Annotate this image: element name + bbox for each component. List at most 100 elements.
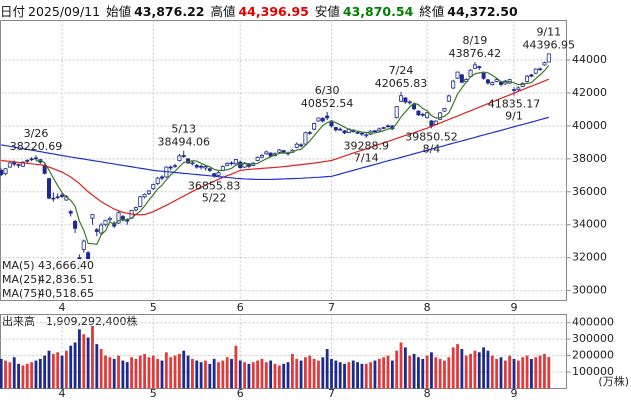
volume-bar <box>64 350 68 389</box>
candle-body <box>25 160 30 162</box>
volume-bar <box>495 358 499 389</box>
candle-body <box>451 80 456 89</box>
candle-body <box>516 87 521 91</box>
x-tick-label: 9 <box>511 387 518 400</box>
volume-bar <box>156 358 160 389</box>
candle-body <box>355 132 360 134</box>
annotation-date: 5/13 <box>171 123 196 136</box>
candle-body <box>155 177 160 184</box>
volume-bar <box>525 355 529 389</box>
volume-bar <box>486 350 490 389</box>
candle-body <box>546 53 551 63</box>
volume-bar <box>386 355 390 389</box>
candle-body <box>142 194 147 198</box>
volume-bar <box>395 350 399 389</box>
volume-bar <box>312 358 316 389</box>
volume-bar <box>204 360 207 389</box>
candle-body <box>294 143 299 148</box>
candle-body <box>438 112 443 120</box>
volume-bar <box>469 353 472 389</box>
candle-body <box>472 64 477 69</box>
volume-bar <box>125 362 129 389</box>
volume-bar <box>516 360 520 389</box>
annotation-date: 9/1 <box>505 110 523 123</box>
x-tick-label: 7 <box>328 387 335 400</box>
candle-body <box>403 97 408 103</box>
header-value: 2025/09/11 <box>28 3 101 19</box>
candle-body <box>377 128 382 132</box>
candle-body <box>455 71 460 79</box>
volume-bar <box>82 334 86 389</box>
candle-body <box>385 125 390 128</box>
volume-bar <box>243 362 246 389</box>
header-value: 44,372.50 <box>447 3 518 19</box>
candle-body <box>7 162 12 168</box>
volume-bar <box>169 357 173 389</box>
candle-body <box>199 165 204 168</box>
y-tick-label: 38000 <box>572 152 607 165</box>
volume-bar <box>143 353 147 389</box>
volume-bar <box>295 358 299 389</box>
x-tick-label: 5 <box>150 387 157 400</box>
candle-body <box>281 150 286 153</box>
candle-body <box>364 134 369 137</box>
candle-body <box>442 108 447 112</box>
candle-body <box>255 156 260 161</box>
header-label: 日付 <box>0 3 26 19</box>
volume-bar <box>499 357 503 389</box>
legend-name: MA(75) <box>2 287 42 300</box>
volume-bar <box>25 363 29 389</box>
candle-body <box>20 161 25 167</box>
volume-bar <box>373 360 377 389</box>
volume-bar <box>17 363 20 389</box>
volume-bar <box>130 357 133 389</box>
volume-bar <box>73 342 77 389</box>
volume-bar <box>490 355 494 389</box>
legend: MA(5) 43,666.40MA(25)42,836.51MA(75)40,51… <box>1 259 96 300</box>
volume-bar <box>234 345 238 389</box>
candle-body <box>316 117 321 122</box>
volume-bar <box>360 363 364 389</box>
candle-body <box>60 194 65 197</box>
volume-bar <box>503 360 507 389</box>
volume-bar <box>412 353 416 389</box>
annotation-date: 8/19 <box>463 34 488 47</box>
volume-bar <box>482 347 486 389</box>
candle-body <box>90 214 95 219</box>
candle-body <box>68 211 73 214</box>
volume-bar <box>38 358 42 389</box>
candle-body <box>416 110 421 116</box>
volume-bar <box>30 362 34 389</box>
x-tick-label: 9 <box>511 301 518 314</box>
volume-bar <box>425 355 429 389</box>
header-item: 高値 44,396.95 <box>210 1 308 20</box>
candle-body <box>525 75 530 82</box>
candle-body <box>490 82 495 86</box>
ma-line <box>1 116 549 181</box>
volume-bar <box>417 357 420 389</box>
annotation-date: 8/4 <box>423 142 441 155</box>
candle-body <box>494 79 499 82</box>
volume-bar <box>508 355 512 389</box>
volume-bar <box>177 353 181 389</box>
volume-bar <box>221 360 225 389</box>
candle-body <box>481 72 486 79</box>
volume-total: 1,909,292,400株 <box>46 314 137 328</box>
y-tick-label: 100000 <box>572 365 614 378</box>
x-tick-label: 5 <box>150 301 157 314</box>
volume-bar <box>138 355 142 389</box>
volume-title: 出来高 <box>2 314 35 328</box>
candle-body <box>512 89 517 91</box>
candle-body <box>73 221 78 229</box>
volume-bar <box>104 355 107 389</box>
annotation-date: 3/26 <box>24 127 49 140</box>
volume-bar <box>390 360 394 389</box>
annotation-value: 40852.54 <box>301 97 354 110</box>
annotation-value: 39288.9 <box>344 140 390 153</box>
candle-body <box>485 79 490 84</box>
candle-body <box>399 95 404 102</box>
y-tick-label: 44000 <box>572 53 607 66</box>
volume-bar <box>269 360 273 389</box>
y-tick-label: 42000 <box>572 86 607 99</box>
